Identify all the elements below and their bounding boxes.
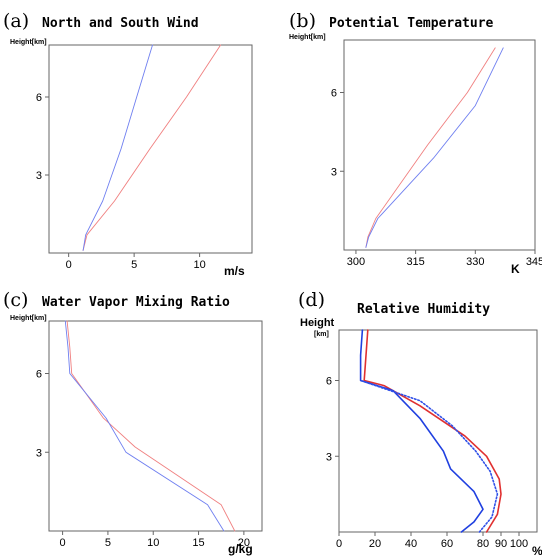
panel-a-frame <box>48 44 253 254</box>
panel-b-letter: (b) <box>289 10 316 32</box>
panel-d-series-2-line <box>359 329 484 533</box>
panel-b-title: Potential Temperature <box>329 16 494 31</box>
panel-b-ytick-label: 6 <box>331 88 337 100</box>
panel-b-ylabel: Height[km] <box>289 34 326 41</box>
panel-b-xtick-label: 330 <box>466 256 484 268</box>
panel-d-xtick-label: 80 <box>477 538 489 550</box>
panel-c-series-2-line <box>64 320 225 532</box>
panel-a-ytick-label: 6 <box>36 92 42 104</box>
panel-c-xtick-label: 5 <box>105 537 111 549</box>
panel-c-xtick-label: 15 <box>192 537 204 549</box>
panel-c-xtick-label: 10 <box>147 537 159 549</box>
panel-b-ytick-label: 3 <box>331 166 337 178</box>
panel-d-xlabel: % <box>532 544 542 558</box>
panel-d-ylabel-line2: [km] <box>314 331 329 338</box>
panel-d-letter: (d) <box>298 289 325 311</box>
panel-d-plot: 0 20 40 60 80 90 100 3 6 <box>326 329 528 550</box>
panel-a-ylabel: Height[km] <box>10 39 47 46</box>
panel-b-frame <box>343 39 536 251</box>
panel-b-xtick-label: 345 <box>526 256 542 268</box>
panel-d-ytick-label: 6 <box>326 376 332 388</box>
panel-b-xtick-label: 315 <box>406 256 424 268</box>
panel-a-xtick-label: 10 <box>193 259 205 271</box>
panel-a-xtick-label: 0 <box>66 259 72 271</box>
panel-c-xtick-label: 20 <box>238 537 250 549</box>
panel-d-xtick-label: 90 <box>495 538 507 550</box>
panel-a-xlabel: m/s <box>224 264 245 278</box>
panel-d-xtick-label: 40 <box>405 538 417 550</box>
panel-a-plot: 0 5 10 3 6 <box>36 44 222 271</box>
panel-c-ylabel: Height[km] <box>10 315 47 322</box>
panel-c-series-1-line <box>66 320 236 532</box>
panel-a-title: North and South Wind <box>42 16 199 31</box>
panel-d: (d) Relative Humidity Height [km] 0 20 40 6… <box>298 289 542 558</box>
panel-c-ytick-label: 6 <box>36 369 42 381</box>
panel-c-ytick-label: 3 <box>36 447 42 459</box>
panel-d-ylabel-line1: Height <box>300 317 335 329</box>
panel-d-ytick-label: 3 <box>326 451 332 463</box>
panel-b: (b) Potential Temperature Height[km] 300… <box>289 10 542 276</box>
panel-c-plot: 0 5 10 15 20 3 6 <box>36 320 250 549</box>
panel-b-series-2-line <box>365 47 504 248</box>
panel-d-series-1-line <box>363 329 502 533</box>
panel-a-xtick-label: 5 <box>131 259 137 271</box>
panel-d-xtick-label: 20 <box>369 538 381 550</box>
panel-c-xlabel: g/kg <box>228 542 253 556</box>
panel-d-xtick-label: 60 <box>441 538 453 550</box>
panel-c-letter: (c) <box>3 289 28 311</box>
panel-d-series-3-line <box>359 379 499 533</box>
panel-d-xtick-label: 100 <box>510 538 528 550</box>
panel-a-ytick-label: 3 <box>36 170 42 182</box>
panel-a-letter: (a) <box>3 10 29 32</box>
panel-b-series-1-line <box>365 47 496 248</box>
panel-c: (c) Water Vapor Mixing Ratio Height[km] … <box>3 289 263 556</box>
panel-c-title: Water Vapor Mixing Ratio <box>42 295 230 310</box>
panel-b-plot: 300 315 330 345 3 6 <box>331 47 542 268</box>
panel-a-series-2-line <box>82 44 153 251</box>
panel-d-xtick-label: 0 <box>336 538 342 550</box>
panel-d-frame <box>338 329 538 533</box>
panel-c-frame <box>48 320 263 532</box>
panel-b-xlabel: K <box>511 262 520 276</box>
panel-d-title: Relative Humidity <box>357 302 490 317</box>
panel-c-xtick-label: 0 <box>60 537 66 549</box>
panel-b-xtick-label: 300 <box>347 256 365 268</box>
panel-a-series-1-line <box>82 44 222 251</box>
panel-a: (a) North and South Wind Height[km] 0 5 10… <box>3 10 253 278</box>
